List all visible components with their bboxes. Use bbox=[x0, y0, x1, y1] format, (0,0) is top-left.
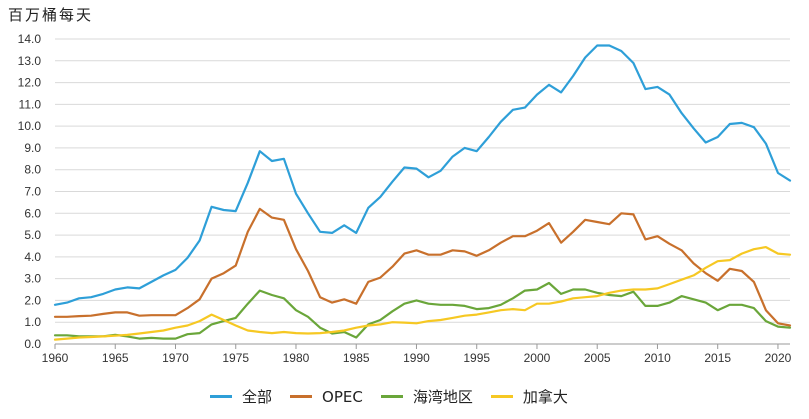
legend-swatch-opec bbox=[290, 395, 313, 398]
x-tick-label: 1985 bbox=[343, 351, 370, 365]
x-tick-label: 1980 bbox=[283, 351, 310, 365]
y-tick-label: 13.0 bbox=[18, 54, 42, 68]
legend-swatch-gulf bbox=[380, 395, 403, 398]
y-tick-label: 5.0 bbox=[24, 228, 41, 242]
series-line-canada bbox=[53, 246, 792, 341]
x-tick-label: 2005 bbox=[584, 351, 611, 365]
legend-item-gulf: 海湾地区 bbox=[380, 386, 473, 407]
y-tick-label: 4.0 bbox=[24, 250, 41, 264]
legend-label-canada: 加拿大 bbox=[522, 388, 568, 406]
legend: 全部 OPEC 海湾地区 加拿大 bbox=[210, 386, 568, 407]
series-line-total bbox=[53, 44, 792, 306]
y-tick-label: 8.0 bbox=[24, 163, 41, 177]
series-line-opec bbox=[53, 207, 792, 327]
x-tick-label: 1965 bbox=[102, 351, 129, 365]
legend-swatch-total bbox=[210, 395, 232, 398]
x-tick-label: 1990 bbox=[403, 351, 430, 365]
legend-label-opec: OPEC bbox=[322, 387, 363, 406]
series-line-gulf bbox=[53, 281, 792, 340]
legend-item-total: 全部 bbox=[210, 386, 272, 407]
y-tick-label: 3.0 bbox=[24, 272, 41, 286]
legend-label-total: 全部 bbox=[242, 388, 273, 406]
x-tick-label: 2010 bbox=[644, 351, 671, 365]
grid-lines bbox=[55, 38, 790, 345]
y-tick-label: 12.0 bbox=[18, 76, 42, 90]
y-tick-label: 0.0 bbox=[24, 337, 41, 351]
x-tick-label: 1970 bbox=[162, 351, 189, 365]
x-tick-label: 1995 bbox=[463, 351, 490, 365]
x-tick-label: 2000 bbox=[524, 351, 551, 365]
y-tick-label: 1.0 bbox=[24, 315, 41, 329]
x-tick-label: 1960 bbox=[42, 351, 69, 365]
y-axis-unit-label: 百万桶每天 bbox=[8, 6, 94, 24]
x-tick-label: 1975 bbox=[222, 351, 249, 365]
legend-label-gulf: 海湾地区 bbox=[412, 388, 473, 406]
series-lines bbox=[53, 44, 792, 341]
x-axis-ticks: 1960 1965 1970 1975 1980 1985 1990 1995 2000 2005… bbox=[42, 343, 792, 365]
y-tick-label: 6.0 bbox=[24, 206, 41, 220]
y-tick-label: 7.0 bbox=[24, 185, 41, 199]
y-axis-ticks: 0.0 1.0 2.0 3.0 4.0 5.0 6.0 7.0 8.0 9.0 10.0 11.0 12… bbox=[18, 32, 42, 351]
y-tick-label: 10.0 bbox=[18, 119, 42, 133]
y-tick-label: 9.0 bbox=[24, 141, 41, 155]
y-tick-label: 11.0 bbox=[19, 97, 42, 111]
y-tick-label: 14.0 bbox=[18, 32, 42, 46]
x-tick-label: 2020 bbox=[765, 351, 792, 365]
legend-item-opec: OPEC bbox=[290, 388, 363, 406]
y-tick-label: 2.0 bbox=[24, 293, 41, 307]
x-tick-label: 2015 bbox=[704, 351, 731, 365]
legend-item-canada: 加拿大 bbox=[490, 386, 568, 407]
legend-swatch-canada bbox=[490, 395, 513, 398]
